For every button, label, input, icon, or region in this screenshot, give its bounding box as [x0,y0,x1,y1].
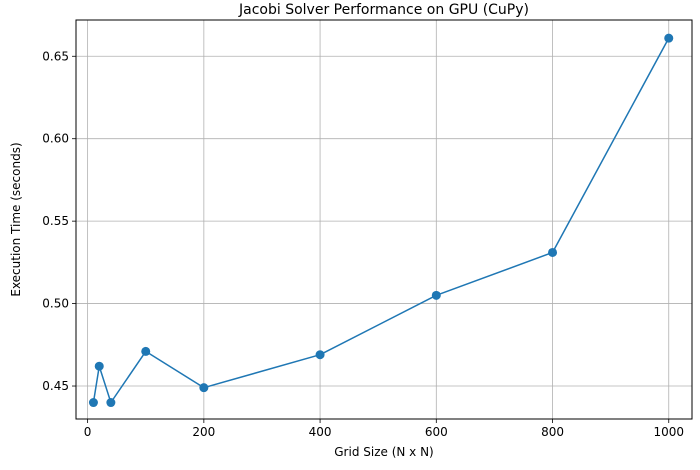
grid-lines [76,20,692,419]
x-tick-label: 1000 [653,425,684,439]
data-point [664,33,674,43]
chart-title: Jacobi Solver Performance on GPU (CuPy) [238,2,529,18]
y-axis-label: Execution Time (seconds) [9,142,23,296]
y-tick-label: 0.60 [42,132,69,146]
data-point [94,361,104,371]
y-tick-label: 0.65 [42,49,69,63]
x-tick-label: 400 [309,425,332,439]
series-layer [88,33,674,408]
x-axis-label: Grid Size (N x N) [334,445,434,459]
data-point [199,383,209,393]
data-point [315,350,325,360]
axis-ticks: 0 200 400 600 800 1000 0.45 0.50 0.55 0.60 0.65 [42,49,684,439]
x-tick-label: 200 [192,425,215,439]
x-tick-label: 600 [425,425,448,439]
data-point [88,398,98,408]
y-tick-label: 0.55 [42,214,69,228]
y-tick-label: 0.50 [42,297,69,311]
y-tick-label: 0.45 [42,379,69,393]
plot-frame [75,19,693,420]
data-point [106,398,116,408]
data-point [431,290,441,300]
x-tick-label: 0 [84,425,92,439]
x-tick-label: 800 [541,425,564,439]
data-point [141,346,151,356]
data-point [548,247,558,257]
